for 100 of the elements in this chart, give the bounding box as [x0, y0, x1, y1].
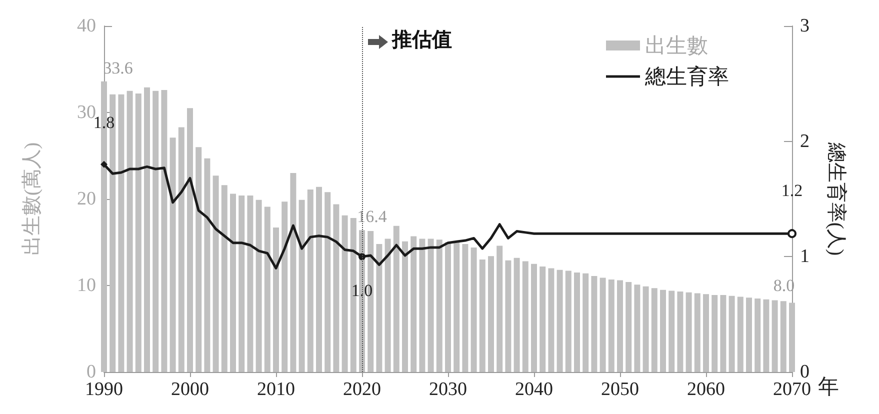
x-axis-title: 年: [818, 374, 839, 398]
point: [100, 160, 108, 168]
y-tick-label: 10: [77, 275, 96, 296]
bar: [548, 268, 554, 372]
bar: [634, 284, 640, 372]
y-axis-title: 出生數(萬人): [21, 142, 43, 256]
bar: [161, 90, 168, 372]
bar: [445, 242, 451, 372]
y-tick-label: 40: [77, 16, 96, 36]
y-tick-label: 30: [77, 102, 96, 123]
x-tick-label: 2030: [429, 379, 467, 400]
bar: [522, 261, 528, 372]
bar: [273, 228, 279, 372]
bar: [333, 204, 340, 372]
bar: [204, 158, 210, 372]
x-tick-label: 2050: [601, 379, 639, 400]
bar: [514, 258, 520, 372]
bar: [712, 295, 718, 372]
bar: [677, 292, 684, 372]
bar: [660, 290, 666, 372]
data-label: 1.2: [781, 181, 803, 200]
bar: [772, 300, 778, 372]
bar: [686, 292, 692, 372]
x-tick-label: 2000: [171, 379, 209, 400]
bar: [316, 186, 322, 372]
bar: [763, 299, 770, 372]
bar: [488, 256, 494, 372]
bar: [376, 244, 382, 372]
bar: [126, 90, 133, 372]
bar: [454, 242, 460, 372]
bar: [591, 276, 598, 372]
bar: [290, 173, 296, 372]
bar: [574, 272, 580, 372]
bar: [540, 266, 546, 372]
bar: [703, 294, 709, 372]
bar: [196, 147, 202, 372]
bar: [780, 301, 786, 372]
bar: [238, 196, 245, 372]
x-tick-label: 2040: [515, 379, 553, 400]
y2-axis-title: 總生育率(人): [825, 141, 848, 256]
bar: [247, 196, 254, 372]
bar: [531, 264, 537, 372]
bar: [720, 295, 726, 372]
bar: [668, 290, 675, 372]
bar: [135, 93, 142, 372]
bar: [462, 244, 468, 372]
y2-tick-label: 2: [800, 130, 810, 152]
bar: [402, 241, 408, 372]
bar: [565, 270, 572, 372]
bar: [436, 240, 442, 372]
bar: [170, 138, 176, 372]
bar: [556, 270, 563, 372]
bar: [419, 238, 426, 372]
y-tick-label: 20: [77, 188, 96, 210]
legend-label: 總生育率: [644, 64, 729, 88]
bar: [393, 226, 400, 372]
bar: [264, 206, 270, 372]
bar: [298, 200, 305, 372]
data-label: 16.4: [357, 207, 388, 226]
bar: [505, 260, 512, 372]
bar: [651, 288, 658, 372]
bar: [737, 296, 744, 372]
y2-tick-label: 1: [800, 246, 810, 268]
data-label: 1.0: [351, 281, 373, 300]
bar: [642, 286, 649, 372]
ref-line-label: 推估值: [391, 29, 452, 51]
bar: [410, 236, 417, 372]
bar: [230, 194, 236, 372]
bar: [221, 185, 228, 372]
bar: [470, 247, 477, 372]
bar: [626, 282, 632, 372]
legend-label: 出生數: [645, 34, 708, 58]
bar: [600, 278, 606, 372]
bar: [282, 202, 288, 372]
bar: [178, 127, 184, 372]
bar: [789, 302, 795, 372]
bar: [728, 296, 735, 372]
bar: [144, 87, 150, 372]
bar: [608, 279, 614, 372]
bar: [187, 108, 193, 372]
data-label: 33.6: [103, 58, 133, 78]
bar: [582, 273, 589, 372]
bar: [617, 280, 623, 372]
bar: [754, 298, 761, 372]
y2-tick-label: 3: [800, 16, 810, 36]
bar: [212, 176, 219, 372]
x-tick-label: 2060: [687, 379, 725, 400]
bar: [118, 94, 124, 372]
x-tick-label: 2010: [257, 379, 295, 400]
bar: [152, 90, 159, 372]
x-tick-label: 2020: [343, 379, 381, 400]
bar: [428, 238, 434, 372]
bar: [746, 298, 752, 372]
bar: [694, 293, 700, 372]
bar: [342, 215, 348, 372]
bar: [256, 200, 262, 372]
bar: [384, 238, 391, 372]
bar: [324, 192, 331, 372]
bar: [496, 246, 503, 372]
bar: [479, 260, 486, 372]
